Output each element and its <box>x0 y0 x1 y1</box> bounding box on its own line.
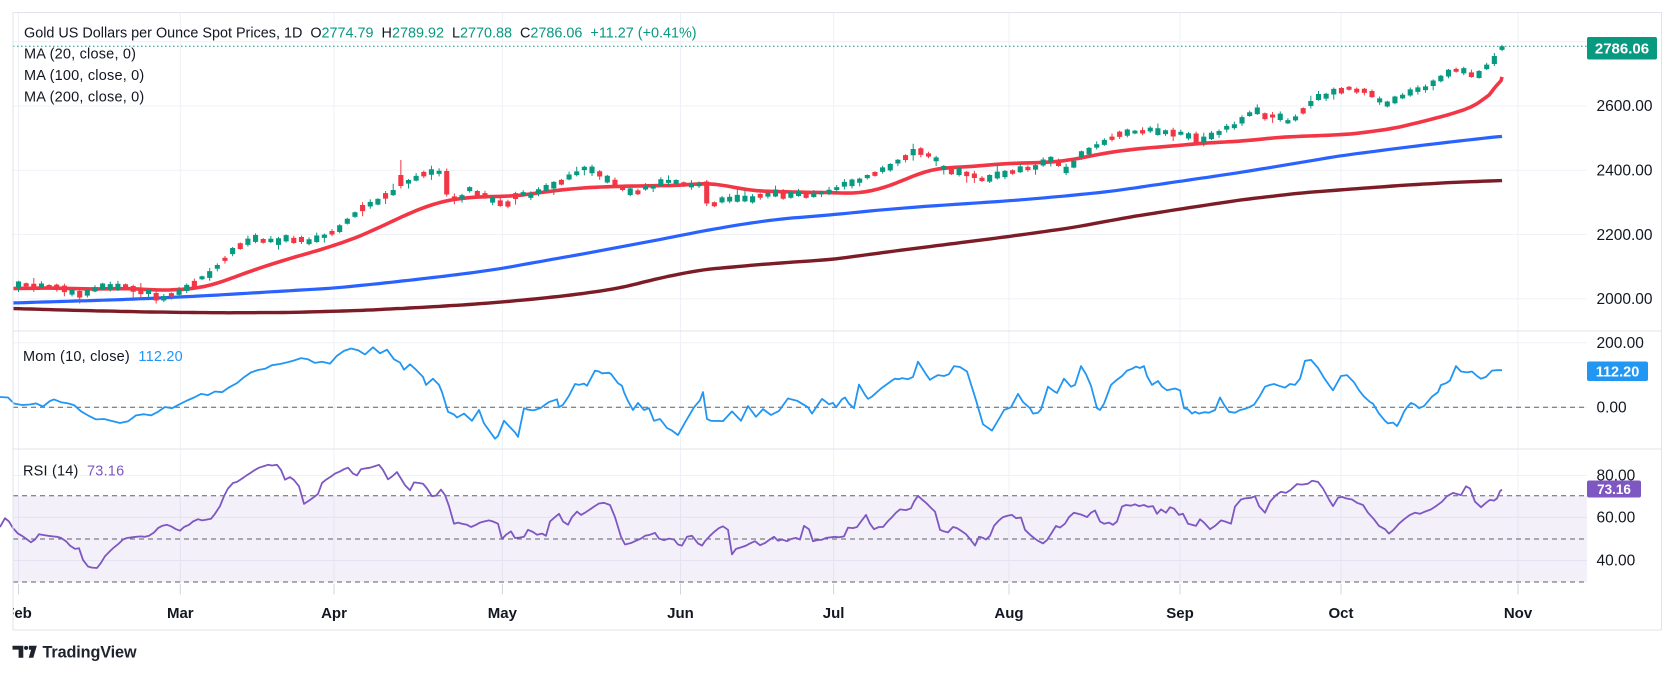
svg-text:Gold US Dollars per Ounce Spot: Gold US Dollars per Ounce Spot Prices, 1… <box>24 26 697 42</box>
svg-text:MA (20, close, 0): MA (20, close, 0) <box>24 47 136 63</box>
svg-text:2000.00: 2000.00 <box>1597 291 1653 308</box>
svg-text:TradingView: TradingView <box>43 644 137 662</box>
svg-text:200.00: 200.00 <box>1597 335 1645 352</box>
svg-text:Oct: Oct <box>1328 605 1353 622</box>
svg-text:Apr: Apr <box>321 605 347 622</box>
svg-text:2400.00: 2400.00 <box>1597 163 1653 180</box>
svg-text:Jun: Jun <box>667 605 694 622</box>
svg-text:Mom (10, close) 112.20: Mom (10, close) 112.20 <box>23 349 183 365</box>
svg-text:2200.00: 2200.00 <box>1597 227 1653 244</box>
svg-text:Sep: Sep <box>1166 605 1194 622</box>
svg-text:0.00: 0.00 <box>1597 400 1628 417</box>
svg-text:40.00: 40.00 <box>1597 553 1636 570</box>
svg-text:Jul: Jul <box>823 605 845 622</box>
svg-text:May: May <box>488 605 518 622</box>
svg-text:MA (200, close, 0): MA (200, close, 0) <box>24 90 144 106</box>
svg-text:112.20: 112.20 <box>1596 365 1640 381</box>
svg-text:Feb: Feb <box>5 605 32 622</box>
svg-text:73.16: 73.16 <box>1597 482 1631 497</box>
svg-text:Nov: Nov <box>1504 605 1533 622</box>
svg-text:60.00: 60.00 <box>1597 510 1636 527</box>
svg-text:Aug: Aug <box>994 605 1023 622</box>
svg-text:80.00: 80.00 <box>1597 468 1636 485</box>
svg-text:2600.00: 2600.00 <box>1597 98 1653 115</box>
svg-text:2786.06: 2786.06 <box>1595 41 1649 58</box>
svg-text:Mar: Mar <box>167 605 194 622</box>
svg-text:RSI (14) 73.16: RSI (14) 73.16 <box>23 464 124 480</box>
svg-text:MA (100, close, 0): MA (100, close, 0) <box>24 68 144 84</box>
